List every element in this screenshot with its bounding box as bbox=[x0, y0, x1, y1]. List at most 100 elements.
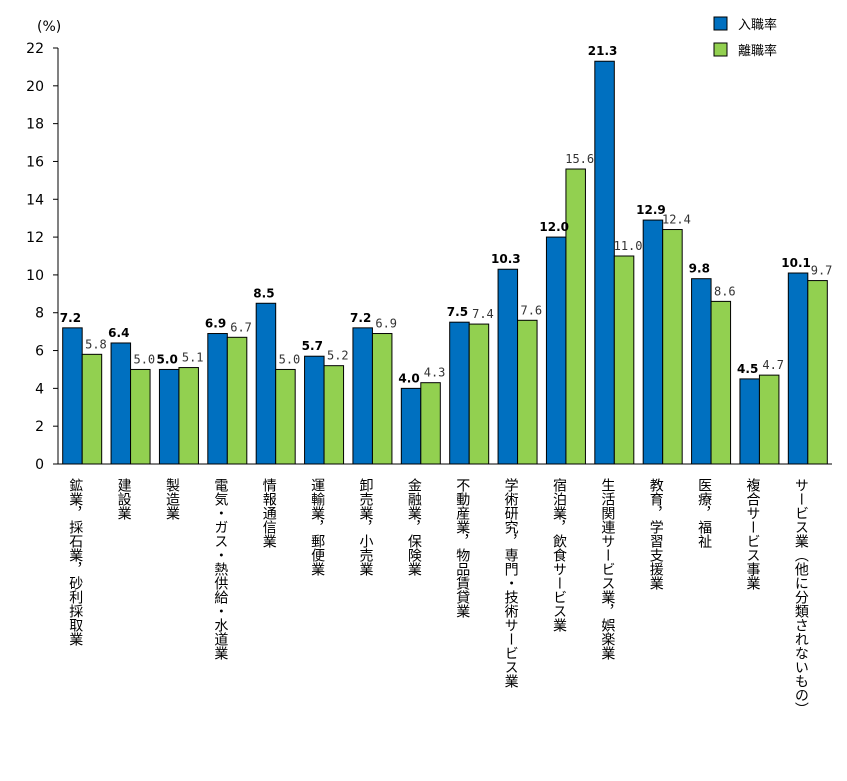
data-label-hiring-rate: 7.2 bbox=[350, 311, 371, 325]
bar-hiring-rate bbox=[739, 378, 760, 465]
legend-swatch-hiring-rate bbox=[713, 16, 728, 31]
data-label-separation-rate: 5.2 bbox=[327, 349, 349, 363]
y-tick-label: 10 bbox=[26, 268, 44, 284]
data-label-separation-rate: 4.3 bbox=[424, 366, 446, 380]
bars-group bbox=[62, 60, 828, 465]
category-label: 医療，福祉 bbox=[696, 478, 712, 549]
data-label-separation-rate: 7.6 bbox=[520, 303, 542, 317]
bar-separation-rate bbox=[468, 323, 490, 465]
data-label-separation-rate: 5.1 bbox=[182, 351, 204, 365]
data-label-separation-rate: 9.7 bbox=[811, 264, 833, 278]
data-label-hiring-rate: 12.9 bbox=[636, 203, 666, 217]
bar-hiring-rate bbox=[787, 272, 809, 465]
bar-separation-rate bbox=[130, 368, 151, 465]
y-tick-label: 12 bbox=[26, 230, 44, 246]
y-tick-label: 4 bbox=[35, 381, 44, 397]
data-label-separation-rate: 4.7 bbox=[762, 358, 784, 372]
legend-label-hiring-rate: 入職率 bbox=[738, 17, 777, 33]
category-label: サービス業（他に分類されないもの） bbox=[793, 478, 809, 716]
category-label: 学術研究，専門・技術サービス業 bbox=[503, 478, 519, 688]
y-tick-label: 0 bbox=[35, 457, 44, 473]
bar-hiring-rate bbox=[594, 60, 615, 465]
category-label: 金融業，保険業 bbox=[406, 478, 422, 576]
category-label: 電気・ガス・熱供給・水道業 bbox=[212, 478, 228, 660]
y-axis-unit-label: (%) bbox=[37, 19, 61, 35]
category-label: 教育，学習支援業 bbox=[648, 478, 664, 590]
bar-separation-rate bbox=[420, 382, 441, 465]
bar-separation-rate bbox=[371, 333, 393, 465]
category-label: 運輸業，郵便業 bbox=[309, 478, 325, 576]
category-label: 鉱業，採石業，砂利採取業 bbox=[67, 477, 83, 646]
data-label-separation-rate: 8.6 bbox=[714, 284, 736, 298]
category-label: 生活関連サービス業，娯楽業 bbox=[599, 478, 615, 660]
data-label-hiring-rate: 8.5 bbox=[253, 286, 274, 300]
data-label-separation-rate: 6.9 bbox=[375, 317, 397, 331]
category-label: 不動産業，物品賃貸業 bbox=[454, 478, 470, 618]
bar-hiring-rate bbox=[545, 236, 567, 465]
category-label: 卸売業，小売業 bbox=[357, 478, 373, 576]
y-tick-label: 20 bbox=[26, 79, 44, 95]
category-label: 複合サービス事業 bbox=[744, 477, 760, 590]
data-label-hiring-rate: 4.0 bbox=[398, 371, 419, 385]
y-axis: 0 2 4 6 8 10 12 14 16 18 20 22 bbox=[26, 41, 832, 473]
data-label-hiring-rate: 4.5 bbox=[737, 362, 758, 376]
bar-hiring-rate bbox=[497, 268, 519, 465]
bar-separation-rate bbox=[710, 300, 732, 465]
data-label-separation-rate: 11.0 bbox=[614, 239, 643, 253]
data-label-hiring-rate: 7.5 bbox=[447, 305, 468, 319]
bar-separation-rate bbox=[81, 353, 103, 465]
data-label-separation-rate: 5.8 bbox=[85, 337, 107, 351]
bar-hiring-rate bbox=[449, 321, 470, 465]
category-label: 宿泊業，飲食サービス業 bbox=[551, 477, 567, 632]
bar-separation-rate bbox=[565, 168, 586, 465]
bar-separation-rate bbox=[807, 280, 828, 465]
y-tick-label: 8 bbox=[35, 306, 44, 322]
y-tick-label: 2 bbox=[35, 419, 44, 435]
category-label: 建設業 bbox=[116, 478, 132, 520]
y-tick-label: 22 bbox=[26, 41, 44, 57]
bar-separation-rate bbox=[226, 336, 248, 465]
data-label-hiring-rate: 10.3 bbox=[491, 252, 521, 266]
value-labels-group: 7.25.86.45.0 5.0 5.16.9 6.78.55.05.75.27.2 6… bbox=[60, 44, 833, 385]
data-label-hiring-rate: 9.8 bbox=[689, 262, 710, 276]
data-label-hiring-rate: 10.1 bbox=[781, 256, 811, 270]
y-tick-label: 18 bbox=[26, 117, 44, 133]
bar-separation-rate bbox=[662, 229, 683, 465]
data-label-hiring-rate: 7.2 bbox=[60, 311, 81, 325]
data-label-hiring-rate: 6.4 bbox=[108, 326, 129, 340]
bar-hiring-rate bbox=[304, 355, 325, 465]
data-label-hiring-rate: 6.9 bbox=[205, 317, 226, 331]
bar-separation-rate bbox=[517, 319, 538, 465]
bar-separation-rate bbox=[275, 368, 296, 465]
data-label-separation-rate: 12.4 bbox=[662, 213, 691, 227]
data-label-separation-rate: 5.0 bbox=[133, 352, 155, 366]
y-tick-label: 6 bbox=[35, 344, 44, 360]
category-label: 情報通信業 bbox=[261, 478, 277, 548]
bar-hiring-rate bbox=[207, 333, 228, 465]
category-label: 製造業 bbox=[164, 478, 180, 520]
data-label-separation-rate: 6.7 bbox=[230, 320, 252, 334]
data-label-separation-rate: 15.6 bbox=[565, 152, 594, 166]
bar-hiring-rate bbox=[352, 327, 373, 465]
bar-separation-rate bbox=[323, 365, 345, 465]
data-label-hiring-rate: 21.3 bbox=[588, 44, 618, 58]
data-label-hiring-rate: 12.0 bbox=[539, 220, 569, 234]
bar-hiring-rate bbox=[62, 327, 83, 465]
bar-hiring-rate bbox=[400, 387, 422, 465]
bar-separation-rate bbox=[613, 255, 635, 465]
data-label-hiring-rate: 5.7 bbox=[302, 339, 323, 353]
bar-hiring-rate bbox=[158, 368, 180, 465]
data-label-separation-rate: 5.0 bbox=[279, 352, 301, 366]
bar-separation-rate bbox=[758, 374, 780, 465]
data-label-hiring-rate: 5.0 bbox=[157, 352, 178, 366]
bar-hiring-rate bbox=[691, 278, 712, 465]
data-label-separation-rate: 7.4 bbox=[472, 307, 494, 321]
bar-hiring-rate bbox=[642, 219, 664, 465]
bar-hiring-rate bbox=[255, 302, 277, 465]
legend-label-separation-rate: 離職率 bbox=[738, 43, 777, 59]
y-tick-label: 14 bbox=[26, 192, 44, 208]
bar-hiring-rate bbox=[110, 342, 132, 465]
category-labels-group: 鉱業，採石業，砂利採取業 建設業 製造業 電気・ガス・熱供給・水道業 情報通信業 運輸業，… bbox=[67, 477, 809, 716]
